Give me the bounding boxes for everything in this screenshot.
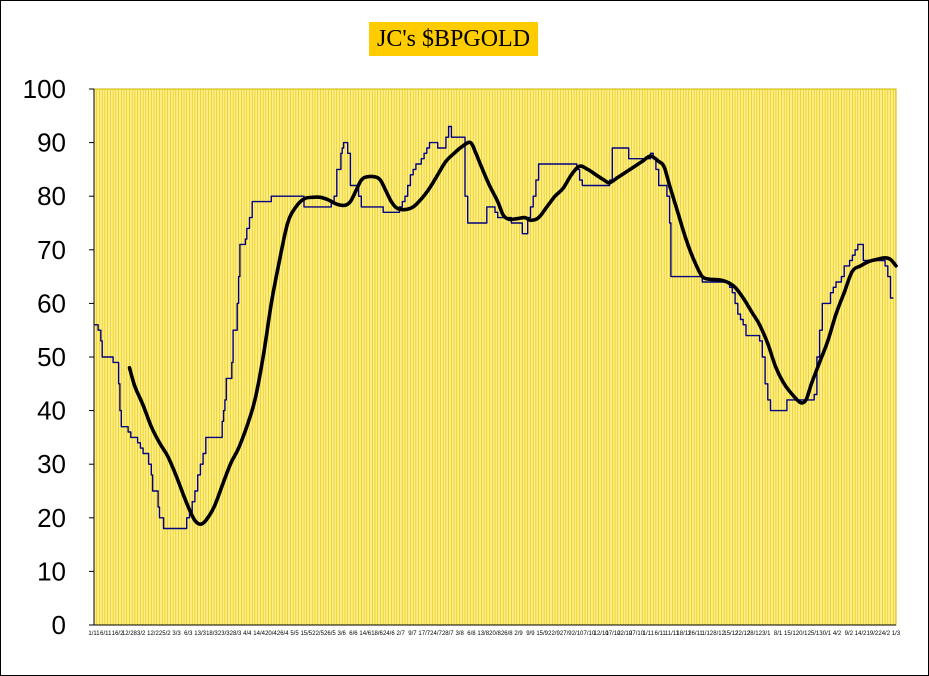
x-tick-label: 3/3 [172,631,181,637]
x-tick-label: 13/3 [194,631,206,637]
x-tick-label: 30/1 [819,631,831,637]
y-tick-label: 10 [37,556,66,586]
x-tick-label: 20/8 [489,631,501,637]
y-tick-label: 20 [37,503,66,533]
y-tick-label: 90 [37,128,66,158]
x-tick-label: 6/8 [467,631,476,637]
x-tick-label: 18/11 [676,631,691,637]
x-tick-label: 25/1 [808,631,820,637]
x-tick-label: 14/6 [359,631,371,637]
x-tick-label: 4/4 [243,631,252,637]
x-tick-label: 15/12 [723,631,739,637]
x-tick-label: 8/12 [713,631,725,637]
y-tick-label: 100 [23,74,66,104]
x-tick-label: 15/9 [536,631,548,637]
y-tick-label: 70 [37,235,66,265]
x-tick-label: 1/11 [643,631,655,637]
x-tick-label: 9/2 [845,631,854,637]
x-tick-label: 18/6 [371,631,383,637]
x-tick-label: 27/9 [560,631,572,637]
x-tick-label: 3/8 [455,631,464,637]
x-tick-label: 14/2 [855,631,867,637]
x-tick-label: 24/7 [430,631,442,637]
x-tick-label: 6/3 [184,631,193,637]
x-tick-label: 5/5 [290,631,299,637]
x-tick-label: 9/7 [408,631,417,637]
x-tick-label: 26/8 [501,631,513,637]
x-tick-label: 28/3 [230,631,242,637]
x-tick-label: 27/10 [629,631,645,637]
x-tick-label: 8/1 [774,631,783,637]
x-tick-label: 3/1 [762,631,771,637]
y-tick-label: 30 [37,449,66,479]
x-tick-label: 22/10 [617,631,633,637]
x-tick-label: 3/6 [338,631,347,637]
x-tick-label: 6/11 [655,631,667,637]
x-tick-label: 4/2 [833,631,842,637]
y-axis: 0 10 20 30 40 50 60 70 80 90 100 [23,74,95,640]
y-tick-label: 40 [37,396,66,426]
x-tick-label: 20/1 [796,631,808,637]
y-tick-label: 0 [52,610,66,640]
x-tick-label: 25/2 [159,631,171,637]
x-tick-label: 23/3 [218,631,230,637]
series-line-smoothed [127,140,898,526]
series-group [94,125,898,530]
x-tick-label: 17/7 [418,631,430,637]
x-tick-label: 28/12 [747,631,763,637]
x-tick-label: 26/5 [324,631,336,637]
x-tick-label: 18/3 [206,631,218,637]
x-tick-label: 1/11 [88,631,100,637]
x-tick-label: 28/7 [442,631,454,637]
x-tick-label: 24/2 [878,631,890,637]
x-tick-label: 6/11 [100,631,112,637]
x-tick-label: 19/2 [867,631,879,637]
x-tick-label: 22/5 [312,631,324,637]
x-tick-label: 16/2 [112,631,124,637]
x-tick-label: 22/12 [735,631,751,637]
x-tick-label: 13/8 [477,631,489,637]
y-tick-label: 50 [37,342,66,372]
x-tick-label: 2/9 [514,631,523,637]
x-tick-label: 12/2 [147,631,159,637]
chart-title: JC's $BPGOLD [369,22,539,56]
x-tick-label: 26/4 [277,631,289,637]
x-tick-label: 22/9 [548,631,560,637]
x-tick-label: 2/7 [396,631,405,637]
x-tick-label: 1/12 [701,631,713,637]
x-tick-label: 9/9 [526,631,535,637]
x-tick-label: 15/5 [300,631,312,637]
vertical-grid [96,89,894,625]
x-tick-label: 24/6 [383,631,395,637]
x-tick-label: 20/4 [265,631,277,637]
x-tick-label: 14/4 [253,631,265,637]
x-tick-label: 6/6 [349,631,358,637]
x-tick-label: 15/1 [784,631,796,637]
x-tick-label: 17/10 [605,631,621,637]
x-tick-label: 26/11 [688,631,703,637]
x-tick-label: 2/10 [572,631,584,637]
x-tick-label: 11/11 [665,631,680,637]
x-tick-label: 7/10 [584,631,596,637]
x-tick-label: 12/10 [594,631,610,637]
x-tick-label: 3/2 [137,631,146,637]
x-tick-label: 12/28 [122,631,138,637]
y-tick-label: 80 [37,181,66,211]
y-tick-label: 60 [37,288,66,318]
x-axis: 1/11 6/11 16/212/28 3/2 12/2 25/2 3/3 6/3 13/3 18… [88,624,901,637]
x-tick-label: 1/3 [892,631,901,637]
